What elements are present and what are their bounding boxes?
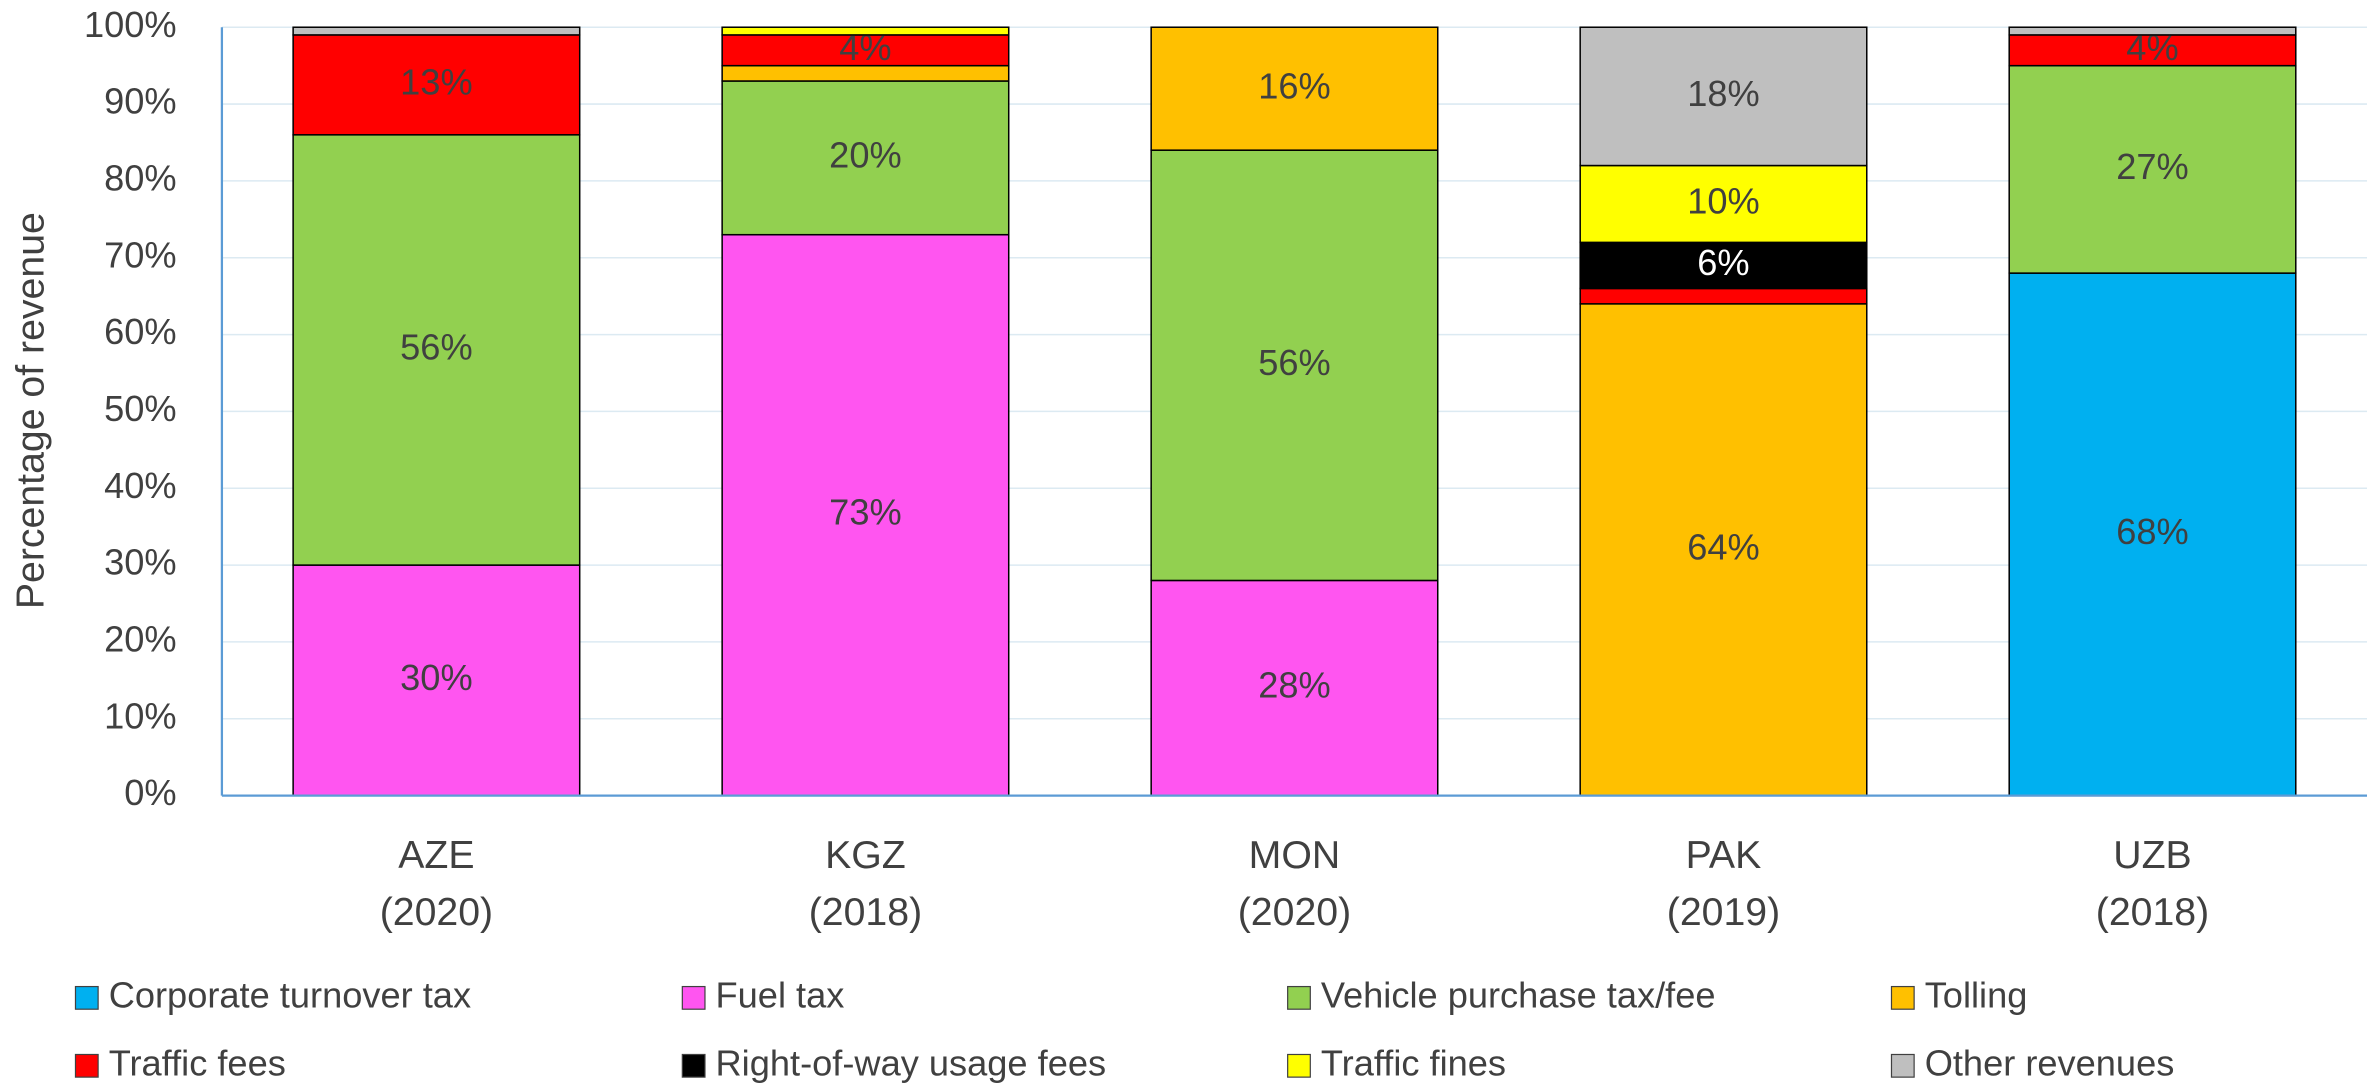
legend-swatch <box>1890 1053 1915 1078</box>
legend-swatch <box>74 985 99 1010</box>
bar-segment <box>2008 26 2297 36</box>
data-label: 18% <box>1687 73 1759 114</box>
bar-segment <box>1579 287 1868 305</box>
x-tick-label: (2020) <box>380 890 493 934</box>
legend-label: Corporate turnover tax <box>109 974 471 1015</box>
bar-segment <box>721 233 1010 797</box>
data-label: 10% <box>1687 181 1759 222</box>
y-axis-title: Percentage of revenue <box>9 212 53 609</box>
bar-segment <box>2008 34 2297 67</box>
legend-label: Traffic fees <box>109 1042 286 1083</box>
y-tick-label: 100% <box>84 4 177 45</box>
bar-segment <box>721 64 1010 82</box>
y-tick-label: 10% <box>104 695 177 736</box>
data-label: 56% <box>400 327 473 368</box>
bar-segment <box>1579 164 1868 244</box>
legend-label: Fuel tax <box>716 974 845 1015</box>
bar-segment <box>1579 26 1868 167</box>
bar-segment <box>1150 26 1439 151</box>
x-tick-label: (2018) <box>2096 890 2209 934</box>
data-label: 68% <box>2116 511 2189 552</box>
data-label: 73% <box>829 492 902 533</box>
y-tick-label: 30% <box>104 542 177 583</box>
bar-segment <box>292 134 581 566</box>
legend-swatch <box>74 1053 99 1078</box>
y-tick-label: 0% <box>124 772 176 813</box>
data-label: 64% <box>1687 526 1759 567</box>
legend-label: Tolling <box>1925 974 2028 1015</box>
y-tick-label: 40% <box>104 465 177 506</box>
y-tick-label: 90% <box>104 81 177 122</box>
data-label: 16% <box>1258 65 1331 106</box>
legend-swatch <box>1287 985 1311 1010</box>
x-tick-label: UZB <box>2113 833 2191 877</box>
data-label: 56% <box>1258 342 1331 383</box>
legend-swatch <box>1287 1053 1311 1078</box>
bar-segment <box>721 80 1010 236</box>
data-label: 6% <box>1697 242 1749 283</box>
legend-swatch <box>681 985 706 1010</box>
legend-label: Right-of-way usage fees <box>716 1042 1107 1083</box>
x-tick-label: KGZ <box>825 833 906 877</box>
legend-label: Vehicle purchase tax/fee <box>1321 974 1716 1015</box>
x-tick-label: (2019) <box>1667 890 1780 934</box>
bar-segment <box>292 26 581 36</box>
y-tick-label: 60% <box>104 311 177 352</box>
bar-segment <box>1579 241 1868 290</box>
data-label: 20% <box>829 134 902 175</box>
bar-segment <box>1150 149 1439 582</box>
y-tick-label: 70% <box>104 234 177 275</box>
bar-segment <box>292 564 581 797</box>
data-label: 13% <box>400 61 473 102</box>
x-tick-label: AZE <box>398 833 474 877</box>
data-label: 28% <box>1258 665 1331 706</box>
legend-label: Other revenues <box>1925 1042 2175 1083</box>
bar-segment <box>292 34 581 136</box>
x-tick-label: (2020) <box>1238 890 1351 934</box>
bar-segment <box>1579 303 1868 797</box>
bar-segment <box>2008 64 2297 274</box>
bar-segment <box>1150 579 1439 797</box>
legend-swatch <box>681 1053 706 1078</box>
x-tick-label: (2018) <box>809 890 922 934</box>
bar-segment <box>721 26 1010 36</box>
data-label: 27% <box>2116 146 2189 187</box>
x-tick-label: MON <box>1249 833 1341 877</box>
legend-label: Traffic fines <box>1321 1042 1506 1083</box>
x-tick-label: PAK <box>1686 833 1762 877</box>
y-tick-label: 50% <box>104 388 177 429</box>
legend-swatch <box>1890 985 1915 1010</box>
y-tick-label: 20% <box>104 618 177 659</box>
data-label: 30% <box>400 657 473 698</box>
y-tick-label: 80% <box>104 157 177 198</box>
